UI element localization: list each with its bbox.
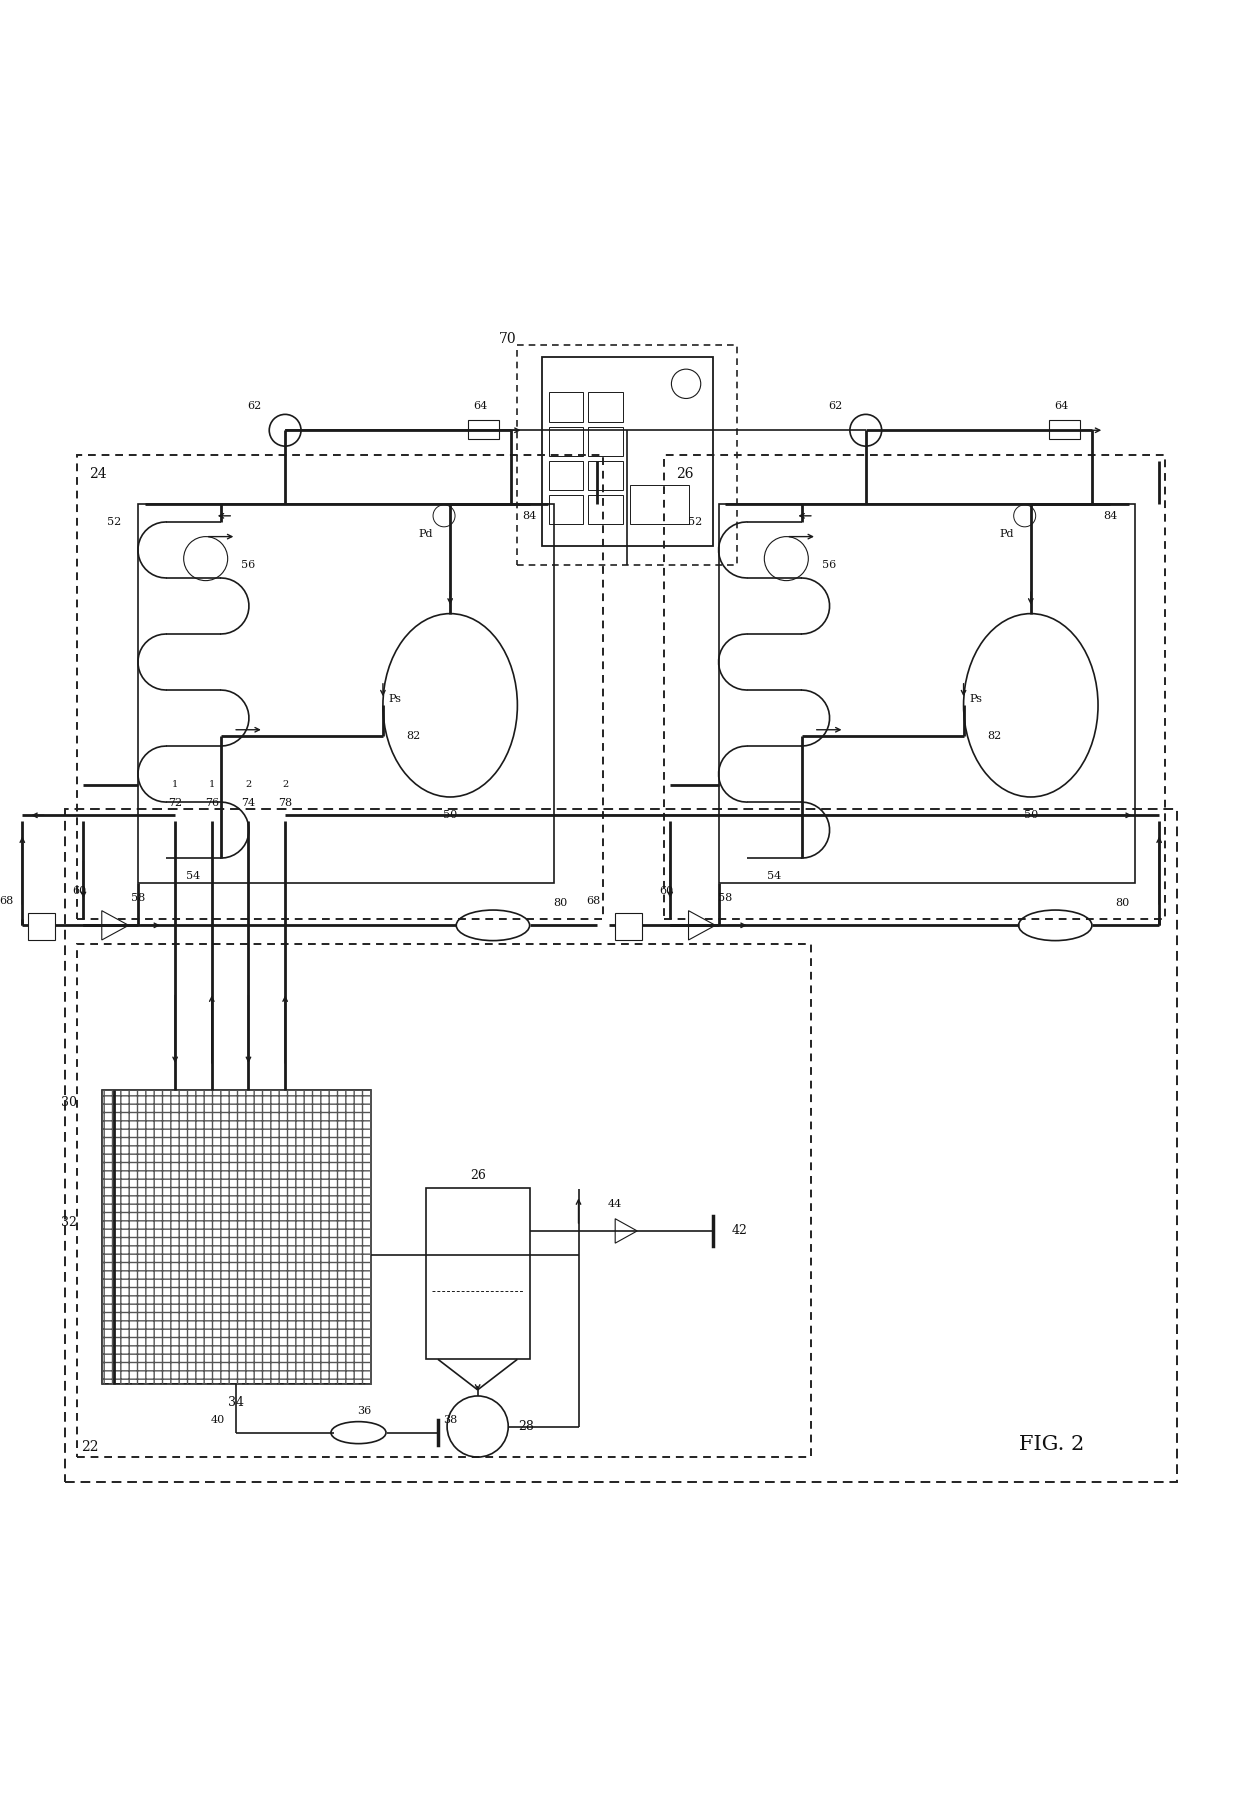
Text: 84: 84 [522, 512, 537, 521]
Bar [549, 426, 583, 455]
Bar [719, 504, 1135, 883]
Text: 28: 28 [518, 1420, 534, 1433]
Text: 30: 30 [61, 1096, 77, 1108]
Bar [588, 495, 622, 524]
Text: 80: 80 [553, 898, 567, 909]
Text: 40: 40 [211, 1415, 224, 1426]
Text: 26: 26 [676, 466, 694, 481]
Text: 56: 56 [242, 561, 255, 570]
Text: Ps: Ps [970, 695, 982, 704]
Polygon shape [615, 1219, 637, 1243]
Bar [425, 1188, 529, 1359]
Bar [29, 912, 56, 940]
Text: 32: 32 [62, 1215, 77, 1228]
Text: 52: 52 [687, 517, 702, 526]
Text: 80: 80 [1115, 898, 1130, 909]
Text: 2: 2 [246, 780, 252, 789]
Text: 50: 50 [443, 811, 458, 820]
Text: 44: 44 [608, 1199, 622, 1210]
Text: 36: 36 [357, 1406, 372, 1415]
Text: 72: 72 [169, 798, 182, 807]
Bar [588, 392, 622, 421]
Bar [102, 1090, 371, 1384]
Text: 22: 22 [81, 1440, 98, 1455]
Bar [615, 912, 642, 940]
Text: 54: 54 [186, 871, 201, 882]
Text: 64: 64 [1054, 401, 1069, 410]
Text: 70: 70 [498, 332, 517, 346]
Bar [102, 1090, 371, 1384]
Text: 56: 56 [822, 561, 836, 570]
Text: 62: 62 [248, 401, 262, 410]
Bar [630, 486, 688, 524]
Text: 68: 68 [587, 896, 600, 905]
Text: 76: 76 [205, 798, 218, 807]
Text: 1: 1 [208, 780, 215, 789]
Text: 64: 64 [474, 401, 487, 410]
Text: 84: 84 [1104, 512, 1117, 521]
Text: 52: 52 [107, 517, 122, 526]
Bar [1049, 421, 1080, 439]
Polygon shape [102, 911, 129, 940]
Text: Pd: Pd [999, 530, 1013, 539]
Text: 78: 78 [278, 798, 293, 807]
Text: 24: 24 [89, 466, 107, 481]
Text: 34: 34 [228, 1395, 244, 1409]
Text: 60: 60 [660, 885, 673, 896]
Text: 62: 62 [828, 401, 842, 410]
Text: 74: 74 [242, 798, 255, 807]
Text: 60: 60 [73, 885, 87, 896]
Bar [469, 421, 498, 439]
Text: 54: 54 [768, 871, 781, 882]
Text: FIG. 2: FIG. 2 [1018, 1435, 1084, 1455]
Bar [588, 461, 622, 490]
Bar [549, 461, 583, 490]
Text: 26: 26 [470, 1170, 486, 1183]
Text: 58: 58 [131, 894, 145, 903]
Text: 82: 82 [987, 731, 1001, 740]
Bar [549, 392, 583, 421]
Polygon shape [688, 911, 715, 940]
Text: 58: 58 [718, 894, 733, 903]
Text: 50: 50 [1024, 811, 1038, 820]
Text: 1: 1 [172, 780, 179, 789]
Bar [588, 426, 622, 455]
Text: 68: 68 [0, 896, 14, 905]
Text: Pd: Pd [418, 530, 433, 539]
Bar [139, 504, 554, 883]
Bar [549, 495, 583, 524]
Text: Ps: Ps [388, 695, 402, 704]
Text: 42: 42 [732, 1224, 748, 1237]
Text: 38: 38 [443, 1415, 458, 1426]
Text: 82: 82 [407, 731, 420, 740]
Bar [542, 357, 713, 546]
Text: 2: 2 [281, 780, 288, 789]
